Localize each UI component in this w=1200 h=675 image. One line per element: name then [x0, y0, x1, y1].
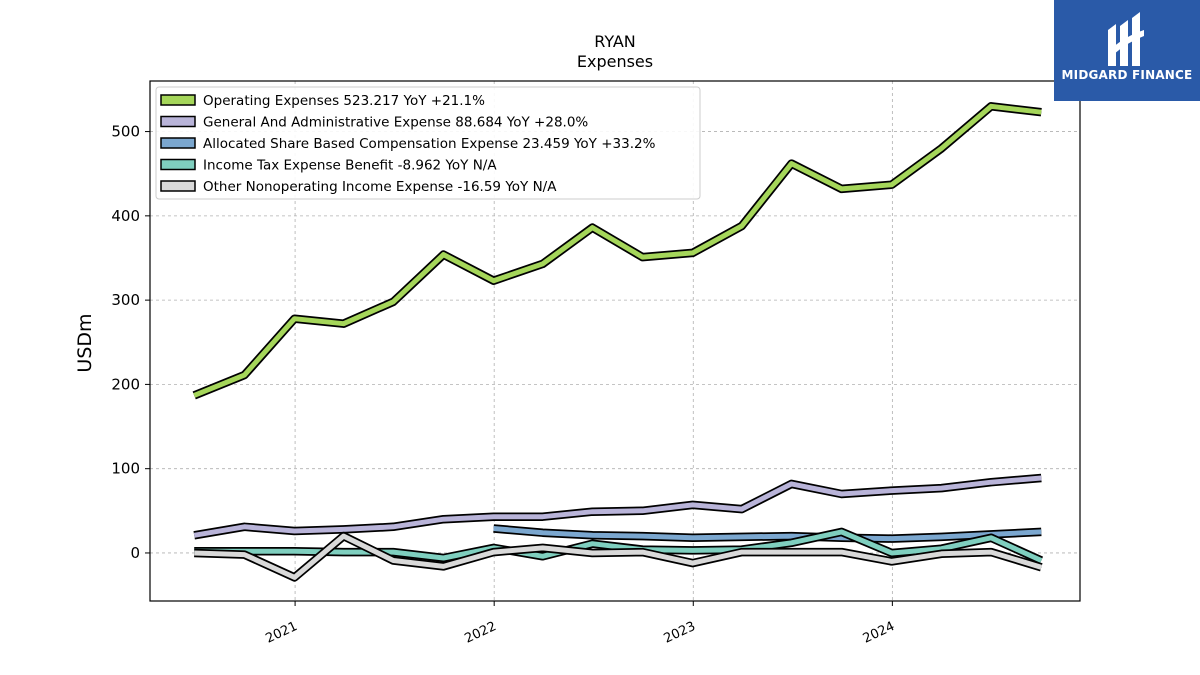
midgard-logo-icon — [1108, 12, 1144, 66]
y-tick-label: 500 — [111, 123, 140, 141]
series-0 — [192, 102, 1042, 400]
legend-label: Operating Expenses 523.217 YoY +21.1% — [203, 93, 485, 109]
series-line — [193, 475, 1042, 538]
plot-frame — [149, 80, 1081, 602]
legend-label: General And Administrative Expense 88.68… — [203, 115, 588, 131]
y-tick-label: 300 — [111, 291, 140, 309]
series-1 — [193, 473, 1042, 540]
y-axis-label: USDm — [74, 313, 96, 372]
legend-swatch — [160, 137, 196, 149]
series-3 — [194, 527, 1044, 565]
series-line — [193, 103, 1042, 398]
legend-swatch — [160, 94, 196, 106]
chart-title: RYAN — [594, 32, 636, 51]
y-tick-label: 400 — [111, 207, 140, 225]
chart-subtitle: Expenses — [577, 52, 653, 71]
y-tick-label: 0 — [130, 544, 140, 562]
brand-name: MIDGARD FINANCE — [1061, 68, 1193, 82]
series-lines — [192, 102, 1044, 582]
legend: Operating Expenses 523.217 YoY +21.1% Gen… — [155, 86, 701, 200]
legend-label: Income Tax Expense Benefit -8.962 YoY N/… — [203, 158, 497, 174]
legend-swatch — [160, 158, 196, 171]
legend-swatch — [160, 180, 196, 192]
series-line — [493, 526, 1042, 542]
series-line — [194, 533, 1043, 580]
series-line-outline — [193, 473, 1042, 540]
legend-box — [155, 86, 701, 200]
series-2 — [493, 524, 1042, 543]
brand-logo: MIDGARD FINANCE — [1054, 0, 1200, 101]
y-tick-label: 200 — [111, 375, 140, 393]
y-tick-label: 100 — [111, 460, 140, 478]
series-4 — [194, 531, 1043, 582]
series-line — [194, 529, 1043, 563]
x-tick-label: 2023 — [662, 619, 698, 647]
legend-label: Other Nonoperating Income Expense -16.59… — [203, 179, 557, 195]
x-tick-label: 2022 — [463, 619, 499, 647]
x-tick-label: 2021 — [263, 619, 299, 647]
legend-label: Allocated Share Based Compensation Expen… — [203, 136, 656, 152]
x-tick-label: 2024 — [861, 619, 897, 647]
legend-swatch — [160, 115, 196, 128]
